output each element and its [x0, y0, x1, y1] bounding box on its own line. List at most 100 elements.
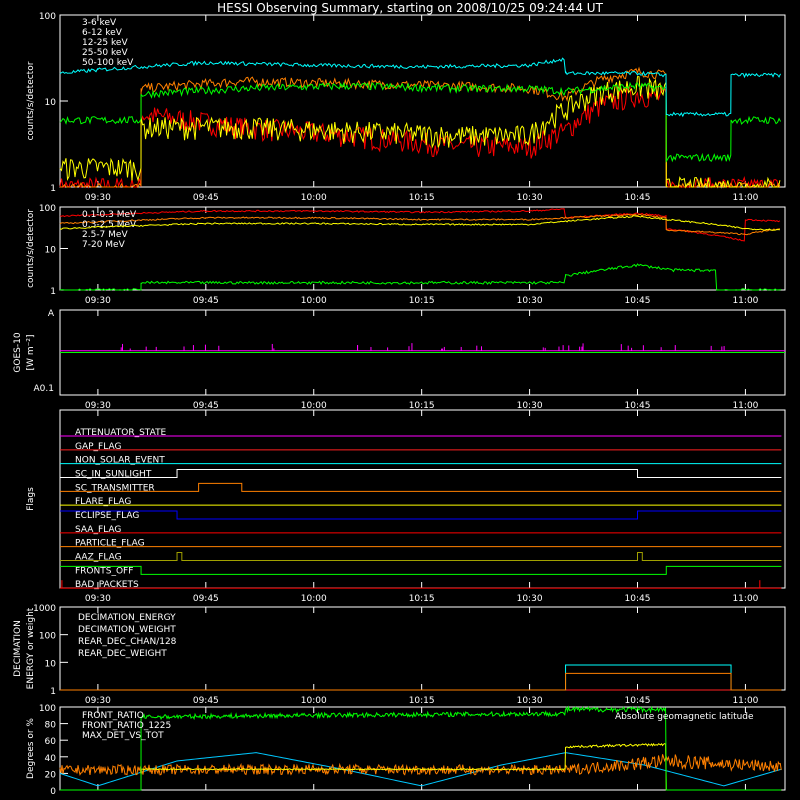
goes-ylabel: GOES-10 — [13, 332, 23, 372]
decimation-xtick-label: 09:45 — [193, 696, 219, 706]
hxr-series-3 — [59, 81, 781, 163]
ratios-series-3 — [59, 752, 781, 787]
ratios-annotation: Absolute geomagnetic latitude — [615, 712, 754, 722]
flags-xtick-label: 10:15 — [409, 594, 435, 604]
flags-label-4: SC_TRANSMITTER — [75, 483, 155, 493]
hxr-xtick-label: 10:15 — [409, 193, 435, 203]
hxr-ytick-label: 1 — [50, 184, 56, 194]
hxr-series-2 — [59, 76, 781, 189]
hxr-legend-4: 50-100 keV — [82, 58, 134, 68]
gamma-legend-3: 7-20 MeV — [82, 240, 126, 250]
flags-label-9: AAZ_FLAG — [75, 553, 122, 563]
decimation-xtick-label: 09:30 — [85, 696, 111, 706]
flags-line-9 — [60, 552, 782, 561]
flags-label-1: GAP_FLAG — [75, 442, 121, 452]
decimation-xtick-label: 10:45 — [625, 696, 651, 706]
ratios-ylabel: Degrees or % — [26, 718, 36, 779]
panels: 09:30 09:45 10:00 10:15 10:30 10:45 11:0011010… — [13, 12, 786, 797]
flags-xtick-label: 10:45 — [625, 594, 651, 604]
hxr-series-4 — [59, 57, 781, 118]
gamma-xtick-label: 10:15 — [409, 296, 435, 306]
flags-line-6 — [60, 510, 782, 520]
flags-panel: 09:30 09:45 10:00 10:15 10:30 10:45 11:00 Flags… — [26, 409, 786, 604]
flags-label-0: ATTENUATOR_STATE — [75, 428, 167, 438]
gamma-xtick-label: 09:45 — [193, 296, 219, 306]
gamma-legend-0: 0.1-0.3 MeV — [82, 210, 137, 220]
decimation-ytick-label: 1 — [50, 687, 56, 697]
flags-label-7: SAA_FLAG — [75, 525, 121, 535]
decimation-series-2 — [60, 664, 782, 691]
flags-label-5: FLARE_FLAG — [75, 497, 131, 507]
goes-xtick-label: 09:45 — [193, 401, 219, 411]
gamma-ytick-label: 10 — [45, 246, 57, 256]
decimation-xtick-label: 10:15 — [409, 696, 435, 706]
decimation-legend-0: DECIMATION_ENERGY — [78, 613, 176, 623]
ratios-ytick-label: 80 — [45, 721, 57, 731]
hxr-series-0 — [59, 85, 781, 189]
decimation-legend-3: REAR_DEC_WEIGHT — [78, 649, 167, 659]
goes-ylabel2: [W m⁻²] — [26, 335, 36, 371]
hxr-xtick-label: 10:45 — [625, 193, 651, 203]
gamma-legend-2: 2.5-7 MeV — [82, 230, 128, 240]
gamma-series-1 — [59, 213, 781, 236]
decimation-xtick-label: 10:30 — [517, 696, 543, 706]
ratios-frame — [59, 706, 786, 791]
ratios-series-1 — [60, 742, 782, 791]
gamma-xtick-label: 11:00 — [732, 296, 758, 306]
hxr-xtick-label: 09:45 — [193, 193, 219, 203]
goes-xtick-label: 11:00 — [732, 401, 758, 411]
gamma-ytick-label: 1 — [50, 287, 56, 297]
gamma-series-3 — [59, 263, 782, 291]
gamma-panel: 09:30 09:45 10:00 10:15 10:30 10:45 11:00 1 10 10… — [26, 204, 786, 306]
ratios-legend-2: MAX_DET_VS_TOT — [82, 731, 164, 741]
goes-xtick-label: 10:15 — [409, 401, 435, 411]
figure-title: HESSI Observing Summary, starting on 200… — [217, 1, 603, 15]
decimation-ytick-label: 1000 — [33, 604, 56, 614]
gamma-xtick-label: 09:30 — [85, 296, 111, 306]
hxr-ylabel: counts/s/detector — [26, 61, 36, 140]
hxr-legend-1: 6-12 keV — [82, 28, 123, 38]
gamma-xtick-label: 10:45 — [625, 296, 651, 306]
flags-label-2: NON_SOLAR_EVENT — [75, 456, 165, 466]
hxr-xtick-label: 10:00 — [301, 193, 327, 203]
goes-xtick-label: 09:30 — [85, 401, 111, 411]
hxr-frame — [59, 14, 786, 188]
decimation-legend-2: REAR_DEC_CHAN/128 — [78, 637, 177, 647]
ratios-ytick-label: 20 — [45, 770, 57, 780]
hxr-legend-2: 12-25 keV — [82, 38, 128, 48]
flags-xtick-label: 11:00 — [732, 594, 758, 604]
ratios-legend-0: FRONT_RATIO — [82, 711, 144, 721]
gamma-series-2 — [59, 215, 780, 231]
gamma-xtick-label: 10:30 — [517, 296, 543, 306]
decimation-ylabel: DECIMATION — [13, 620, 23, 677]
ratios-series-0 — [60, 705, 782, 791]
flags-xtick-label: 09:45 — [193, 594, 219, 604]
hxr-panel: 09:30 09:45 10:00 10:15 10:30 10:45 11:00 1 10 10… — [26, 12, 786, 203]
flags-xtick-label: 10:00 — [301, 594, 327, 604]
goes-xtick-label: 10:30 — [517, 401, 543, 411]
flags-xtick-label: 10:30 — [517, 594, 543, 604]
hxr-legend-3: 25-50 keV — [82, 48, 128, 58]
goes-xtick-label: 10:00 — [301, 401, 327, 411]
flags-label-8: PARTICLE_FLAG — [75, 539, 145, 549]
flags-line-10 — [60, 565, 782, 575]
decimation-xtick-label: 11:00 — [732, 696, 758, 706]
flags-line-4 — [60, 482, 782, 492]
ratios-ytick-label: 40 — [45, 754, 57, 764]
decimation-panel: 09:30 09:45 10:00 10:15 10:30 10:45 11:00 1 10 10… — [13, 604, 786, 706]
flags-label-10: FRONTS_OFF — [75, 566, 133, 576]
goes-ytick-label: A0.1 — [34, 384, 54, 394]
flags-line-3 — [60, 469, 782, 478]
flags-label-11: BAD_PACKETS — [75, 580, 139, 590]
flags-label-3: SC_IN_SUNLIGHT — [75, 470, 152, 480]
decimation-ytick-label: 10 — [45, 659, 57, 669]
decimation-ytick-label: 100 — [39, 632, 56, 642]
gamma-legend-1: 0.3-2.5 MeV — [82, 220, 137, 230]
gamma-ytick-label: 100 — [39, 204, 56, 214]
gamma-ylabel: counts/s/detector — [26, 209, 36, 288]
ratios-legend-1: FRONT_RATIO_1225 — [82, 721, 171, 731]
decimation-ylabel2: ENERGY or weight — [26, 607, 36, 689]
goes-xtick-label: 10:45 — [625, 401, 651, 411]
